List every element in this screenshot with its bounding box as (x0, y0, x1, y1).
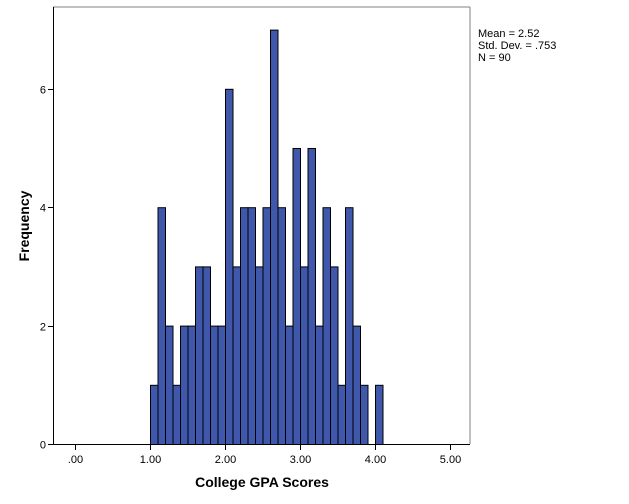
histogram-bar (375, 384, 384, 445)
x-tick-label: 3.00 (290, 454, 311, 466)
x-tick-label: .00 (68, 454, 83, 466)
histogram-bar (187, 325, 196, 446)
y-tick-label: 0 (40, 440, 46, 452)
histogram-bar (217, 325, 226, 446)
histogram-bar (180, 325, 189, 446)
y-axis-ticks: 0 2 4 6 (40, 85, 53, 452)
histogram-bar (255, 266, 264, 445)
histogram-bar (292, 148, 301, 445)
std-dev-label: Std. Dev. = .753 (478, 40, 557, 52)
y-tick-label: 4 (40, 203, 46, 215)
histogram-bar (165, 325, 174, 446)
mean-label: Mean = 2.52 (478, 28, 540, 40)
histogram-bar (202, 266, 211, 445)
histogram-bar (157, 207, 166, 445)
histogram-bar (225, 88, 234, 446)
histogram-bar (277, 207, 286, 445)
x-tick-label: 2.00 (215, 454, 236, 466)
histogram-bar (210, 325, 219, 446)
histogram-bar (345, 207, 354, 445)
histogram-bar (330, 266, 339, 445)
histogram-bar (247, 207, 256, 445)
x-tick-label: 1.00 (140, 454, 161, 466)
plot-frame (53, 6, 471, 444)
histogram-bar (172, 384, 181, 445)
histogram-bar (195, 266, 204, 445)
histogram-bar (337, 384, 346, 445)
n-label: N = 90 (478, 52, 511, 64)
histogram-bar (322, 207, 331, 445)
histogram-bar (300, 266, 309, 445)
histogram-bar (285, 325, 294, 446)
histogram-bar (352, 325, 361, 446)
histogram-bar (232, 266, 241, 445)
histogram-bar (315, 325, 324, 446)
axes (53, 7, 470, 445)
x-tick-label: 4.00 (365, 454, 386, 466)
y-tick-label: 6 (40, 85, 46, 97)
histogram-bar (240, 207, 249, 445)
histogram-bar (262, 207, 271, 445)
x-tick-label: 5.00 (440, 454, 461, 466)
x-axis-ticks: .00 1.00 2.00 3.00 4.00 5.00 (68, 444, 461, 466)
histogram-bar (360, 384, 369, 445)
histogram-bar (270, 29, 279, 445)
histogram-bar (307, 148, 316, 445)
histogram-bar (150, 384, 159, 445)
x-axis-title: College GPA Scores (195, 474, 329, 490)
y-tick-label: 2 (40, 322, 46, 334)
statistics-box: Mean = 2.52 Std. Dev. = .753 N = 90 (478, 28, 556, 64)
histogram-bars (150, 29, 384, 446)
y-axis-title: Frequency (16, 190, 32, 261)
